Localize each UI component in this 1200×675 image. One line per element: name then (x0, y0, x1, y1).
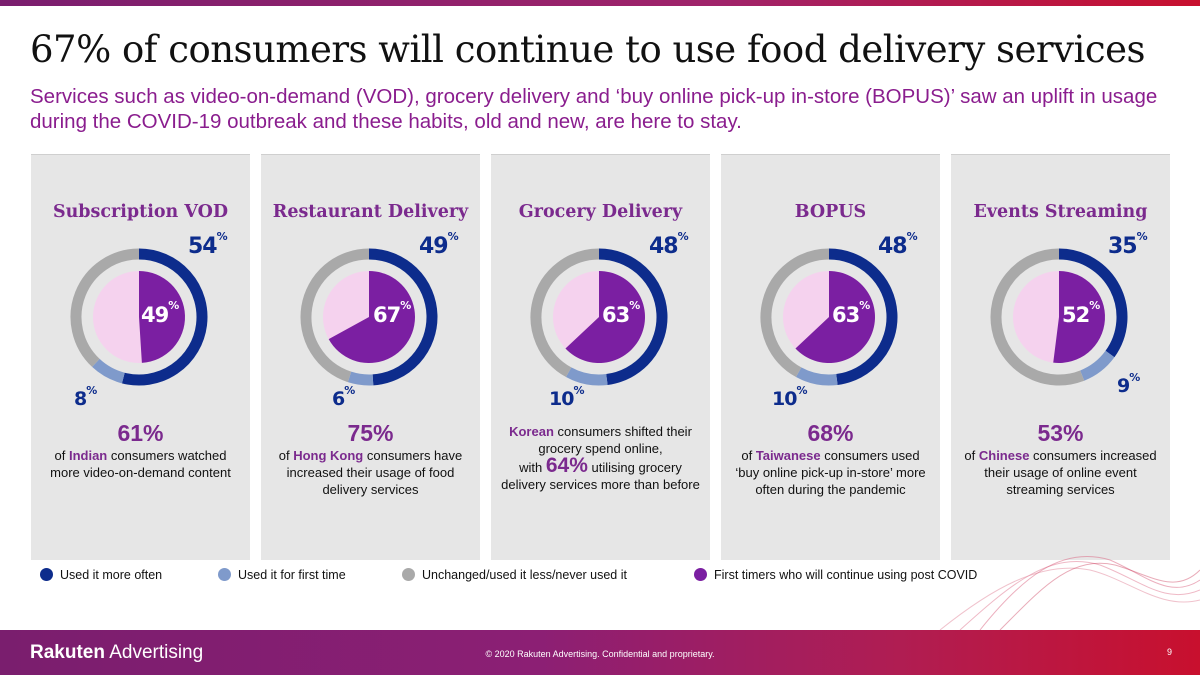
panel-title: BOPUS (794, 202, 867, 222)
legend-continue: First timers who will continue using pos… (694, 568, 977, 582)
panel-subscription-vod: Subscription VOD 54% 8% 49% 61% of India… (31, 154, 250, 560)
ring-segment-used-more (121, 248, 208, 386)
ring-segment-unchanged (990, 248, 1085, 386)
donut-chart (300, 248, 438, 386)
first-time-percent: 10% (549, 384, 585, 410)
ring-segment-unchanged (760, 248, 830, 378)
continue-percent: 63% (832, 299, 871, 327)
ring-segment-used-more (598, 248, 668, 385)
footer-bar: Rakuten Advertising © 2020 Rakuten Adver… (0, 630, 1200, 675)
continue-percent: 63% (602, 299, 641, 327)
ring-segment-unchanged (70, 248, 140, 367)
panel-bopus: BOPUS 48% 10% 63% 68% of Taiwanese consu… (721, 154, 940, 560)
ring-segment-used-more (368, 248, 438, 386)
inner-pie-continue-slice (139, 271, 185, 363)
ring-segment-first-time (92, 358, 125, 384)
stat-description: Korean consumers shifted their grocery s… (501, 424, 700, 492)
continue-percent: 52% (1062, 299, 1101, 327)
stat-description: of Indian consumers watched more video-o… (50, 448, 231, 480)
first-time-percent: 10% (772, 384, 808, 410)
legend-swatch (40, 568, 53, 581)
donut-chart (760, 248, 898, 386)
donut-chart (990, 248, 1128, 386)
ring-segment-first-time (347, 371, 374, 386)
used-more-percent: 49% (419, 230, 459, 259)
page-title: 67% of consumers will continue to use fo… (30, 28, 1145, 71)
used-more-percent: 54% (188, 230, 228, 259)
ring-segment-unchanged (300, 248, 370, 383)
ring-segment-unchanged (530, 248, 600, 378)
stat-description: of Chinese consumers increased their usa… (964, 448, 1157, 497)
page-number: 9 (1166, 647, 1172, 657)
ring-segment-first-time (566, 367, 608, 386)
ring-segment-used-more (1058, 248, 1128, 358)
donut-chart (70, 248, 208, 386)
panel-title: Grocery Delivery (518, 202, 683, 222)
used-more-percent: 48% (649, 230, 689, 259)
panel-grocery-delivery: Grocery Delivery 48% 10% 63% Korean cons… (491, 154, 710, 560)
ring-segment-first-time (1079, 350, 1115, 381)
stat-highlight: 61% (117, 420, 164, 446)
decorative-wave-graphic (939, 556, 1200, 630)
stat-highlight: 75% (347, 420, 394, 446)
legend-used-more: Used it more often (40, 568, 162, 582)
legend-swatch (218, 568, 231, 581)
ring-segment-first-time (796, 367, 838, 386)
panel-restaurant-delivery: Restaurant Delivery 49% 6% 67% 75% of Ho… (261, 154, 480, 560)
continue-percent: 67% (373, 299, 412, 327)
page-subtitle: Services such as video-on-demand (VOD), … (30, 85, 1158, 133)
copyright-notice: © 2020 Rakuten Advertising. Confidential… (485, 649, 715, 659)
first-time-percent: 9% (1117, 371, 1141, 397)
panel-title: Restaurant Delivery (272, 202, 469, 222)
panel-title: Events Streaming (973, 202, 1148, 222)
legend-first-time: Used it for first time (218, 568, 346, 582)
legend-swatch (402, 568, 415, 581)
donut-chart (530, 248, 668, 386)
used-more-percent: 35% (1108, 230, 1148, 259)
stat-highlight: 53% (1037, 420, 1084, 446)
stat-highlight: 68% (807, 420, 854, 446)
top-accent-bar (0, 0, 1200, 6)
inner-pie-continue-slice (1053, 271, 1105, 363)
inner-pie-continue-slice (565, 271, 645, 363)
stat-description: of Taiwanese consumers used ‘buy online … (735, 448, 926, 497)
ring-segment-used-more (828, 248, 898, 385)
first-time-percent: 6% (332, 384, 356, 410)
first-time-percent: 8% (74, 384, 98, 410)
used-more-percent: 48% (878, 230, 918, 259)
rakuten-advertising-logo: Rakuten Advertising (30, 642, 204, 663)
panel-events-streaming: Events Streaming 35% 9% 52% 53% of Chine… (951, 154, 1170, 560)
inner-pie-continue-slice (328, 271, 415, 363)
stat-description: of Hong Kong consumers have increased th… (278, 448, 463, 497)
legend-swatch (694, 568, 707, 581)
inner-pie-continue-slice (795, 271, 875, 363)
continue-percent: 49% (141, 299, 180, 327)
panel-title: Subscription VOD (52, 202, 229, 222)
legend-unchanged: Unchanged/used it less/never used it (402, 568, 627, 582)
